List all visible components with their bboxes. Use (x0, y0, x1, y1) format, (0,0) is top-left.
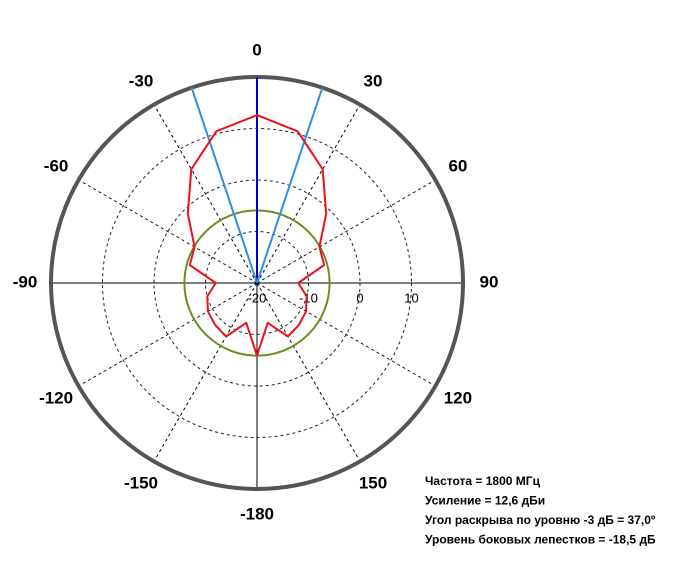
spoke (256, 104, 361, 284)
r-tick-label: 10 (404, 290, 418, 305)
angle-label: -90 (13, 272, 38, 291)
annotation: Уровень боковых лепестков = -18,5 дБ (425, 533, 656, 547)
pattern-line (186, 114, 328, 357)
angle-label: -180 (240, 504, 274, 523)
spoke (78, 282, 258, 387)
beam-line (256, 87, 324, 284)
spoke (153, 282, 258, 462)
spoke (256, 179, 436, 284)
annotation: Усиление = 12,6 дБи (425, 494, 545, 508)
angle-label: 30 (364, 72, 383, 91)
spoke (153, 104, 258, 284)
annotation: Угол раскрыва по уровню -3 дБ = 37,0º (425, 513, 656, 527)
angle-label: -120 (39, 388, 73, 407)
angle-label: -30 (129, 72, 154, 91)
r-tick-label: -10 (299, 290, 318, 305)
angle-label: 120 (444, 388, 472, 407)
angle-label: 90 (480, 272, 499, 291)
spoke (256, 282, 361, 462)
spoke (256, 282, 436, 387)
angle-label: 60 (448, 156, 467, 175)
beam-line (190, 87, 258, 284)
angle-label: 0 (252, 40, 261, 59)
angle-label: -60 (44, 156, 69, 175)
annotation: Частота = 1800 МГц (425, 474, 541, 488)
angle-label: 150 (359, 473, 387, 492)
spoke (78, 179, 258, 284)
angle-label: -150 (124, 473, 158, 492)
r-tick-label: 0 (356, 290, 363, 305)
